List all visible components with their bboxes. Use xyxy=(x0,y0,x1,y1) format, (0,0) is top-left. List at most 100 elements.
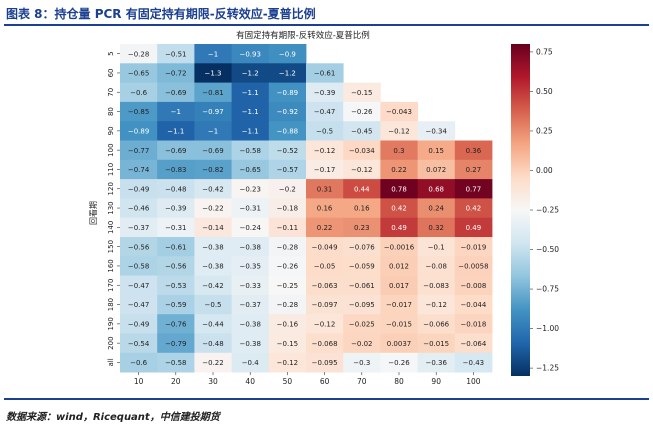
cell-value-label: −0.26 xyxy=(388,359,410,367)
cell-value-label: −0.11 xyxy=(277,224,298,232)
cell-value-label: −0.043 xyxy=(386,108,412,116)
cell-value-label: −0.42 xyxy=(202,185,223,193)
heatmap-cell xyxy=(120,294,158,315)
cell-value-label: −0.16 xyxy=(277,320,299,328)
cell-value-label: −0.38 xyxy=(202,263,223,271)
heatmap-cell xyxy=(120,82,158,103)
heatmap-cell xyxy=(157,256,195,276)
cell-value-label: −0.33 xyxy=(239,282,260,290)
heatmap-cell xyxy=(454,179,493,199)
cell-value-label: −0.0058 xyxy=(458,263,488,271)
cell-value-label: −0.89 xyxy=(277,89,298,97)
cell-value-label: −0.9 xyxy=(279,50,296,58)
cell-value-label: −0.77 xyxy=(128,147,149,155)
heatmap-cell xyxy=(343,217,381,238)
heatmap-cell xyxy=(231,82,270,103)
heatmap-cell xyxy=(343,275,381,296)
heatmap-cell xyxy=(268,314,307,334)
cell-value-label: −0.69 xyxy=(165,147,186,155)
cell-value-label: −0.049 xyxy=(312,243,338,251)
cell-value-label: 0.22 xyxy=(391,166,407,174)
heatmap-cell xyxy=(380,179,418,199)
heatmap-cell xyxy=(306,159,344,180)
cell-value-label: −0.095 xyxy=(312,359,338,367)
heatmap-cell xyxy=(268,294,307,315)
heatmap-cell xyxy=(343,256,381,276)
heatmap-cell xyxy=(231,121,270,141)
heatmap-cell xyxy=(268,256,307,276)
cell-value-label: −0.44 xyxy=(202,320,224,328)
heatmap-cell xyxy=(231,352,270,373)
cell-value-label: 0.23 xyxy=(354,224,370,232)
colorbar-tick-label: 0.50 xyxy=(536,87,553,96)
cell-value-label: −0.38 xyxy=(239,320,260,328)
heatmap-cell xyxy=(157,333,195,354)
cell-value-label: −0.019 xyxy=(460,243,486,251)
heatmap-cell xyxy=(380,333,418,354)
heatmap-cell xyxy=(194,294,232,315)
y-tick-label: 200 xyxy=(107,336,115,349)
heatmap-cell xyxy=(157,198,195,219)
heatmap-cell xyxy=(454,237,493,257)
cell-value-label: −0.015 xyxy=(386,320,412,328)
y-tick-label: 100 xyxy=(107,143,115,156)
heatmap-cell xyxy=(120,63,158,83)
heatmap-cell xyxy=(120,237,158,257)
heatmap-cell xyxy=(120,121,158,141)
colorbar-tick-label: −0.25 xyxy=(536,206,559,215)
heatmap-cell xyxy=(417,294,456,315)
cell-value-label: −0.36 xyxy=(425,359,447,367)
cell-value-label: −0.12 xyxy=(351,166,372,174)
x-tick-label: 80 xyxy=(394,377,404,386)
heatmap-cell xyxy=(454,198,493,219)
heatmap-cell xyxy=(380,198,418,219)
x-tick-label: 70 xyxy=(357,377,367,386)
cell-value-label: −0.34 xyxy=(425,127,447,135)
colorbar-gradient xyxy=(511,44,530,376)
cell-value-label: −0.22 xyxy=(202,359,223,367)
heatmap-cell xyxy=(306,275,344,296)
heatmap-cell xyxy=(380,314,418,334)
cell-value-label: −0.47 xyxy=(128,282,149,290)
heatmap-cell xyxy=(157,121,195,141)
x-tick-label: 30 xyxy=(208,377,218,386)
heatmap-cell xyxy=(120,140,158,161)
cell-value-label: 0.16 xyxy=(354,205,370,213)
cell-value-label: 0.072 xyxy=(426,166,446,174)
cell-value-label: −0.89 xyxy=(128,127,149,135)
cell-value-label: −0.034 xyxy=(349,147,375,155)
cell-value-label: −0.69 xyxy=(202,147,223,155)
cell-value-label: −0.48 xyxy=(202,340,223,348)
heatmap-cell xyxy=(268,217,307,238)
cell-value-label: −0.063 xyxy=(312,282,338,290)
colorbar-tick-label: −1.00 xyxy=(536,324,559,333)
x-tick-label: 90 xyxy=(431,377,441,386)
heatmap-cell xyxy=(231,217,270,238)
cell-value-label: 0.42 xyxy=(466,205,482,213)
y-tick-label: 180 xyxy=(107,298,115,311)
cell-value-label: −1.1 xyxy=(242,108,259,116)
cell-value-label: −0.37 xyxy=(239,301,260,309)
cell-value-label: −0.76 xyxy=(165,320,187,328)
cell-value-label: −0.14 xyxy=(202,224,224,232)
heatmap-cell xyxy=(380,101,418,122)
heatmap-cell xyxy=(306,217,344,238)
cell-value-label: −0.46 xyxy=(128,205,150,213)
heatmap-cell xyxy=(231,63,270,83)
cell-value-label: −0.93 xyxy=(239,50,260,58)
cell-value-label: −1.1 xyxy=(167,127,184,135)
cell-value-label: 0.15 xyxy=(428,147,444,155)
cell-value-label: −0.53 xyxy=(165,282,186,290)
heatmap-cell xyxy=(157,44,195,64)
cell-value-label: 0.27 xyxy=(466,166,482,174)
cell-value-label: −0.43 xyxy=(463,359,484,367)
cell-value-label: −0.42 xyxy=(202,282,223,290)
x-tick-label: 40 xyxy=(245,377,255,386)
cell-value-label: −0.08 xyxy=(425,263,446,271)
cell-value-label: −0.65 xyxy=(128,70,149,78)
colorbar-tick-label: −1.25 xyxy=(536,364,559,373)
heatmap-cell xyxy=(120,217,158,238)
cell-value-label: −1.2 xyxy=(242,70,259,78)
bottom-rule xyxy=(4,398,649,400)
heatmap-cell xyxy=(268,101,307,122)
